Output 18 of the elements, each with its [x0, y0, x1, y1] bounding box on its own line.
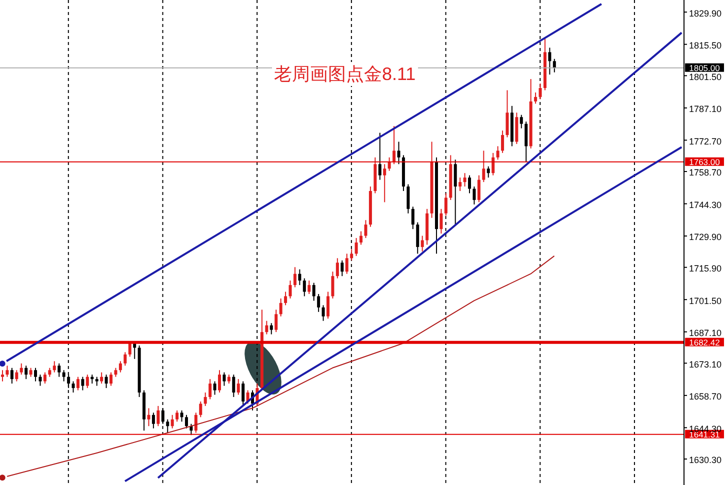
y-tick-label: 1658.70: [689, 392, 722, 402]
y-tick-label: 1787.10: [689, 104, 722, 114]
y-tick-label: 1687.10: [689, 328, 722, 338]
y-tick-label: 1729.90: [689, 232, 722, 242]
ref-line-label: 1682.42: [689, 337, 720, 348]
y-tick-label: 1701.50: [689, 296, 722, 306]
ref-line-label: 1763.00: [689, 156, 720, 167]
text: 老周画图点金8.11: [272, 62, 418, 86]
y-tick-label: 1744.30: [689, 200, 722, 210]
y-tick-label: 1758.70: [689, 168, 722, 178]
y-tick-label: 1801.50: [689, 72, 722, 82]
ref-line-label: 1805.00: [689, 62, 720, 73]
y-tick-label: 1829.90: [689, 8, 722, 18]
y-tick-label: 1715.90: [689, 264, 722, 274]
y-tick-label: 1630.30: [689, 455, 722, 466]
y-tick-label: 1772.70: [689, 136, 722, 146]
y-tick-label: 1815.50: [689, 40, 722, 51]
y-tick-label: 1673.10: [689, 359, 722, 370]
